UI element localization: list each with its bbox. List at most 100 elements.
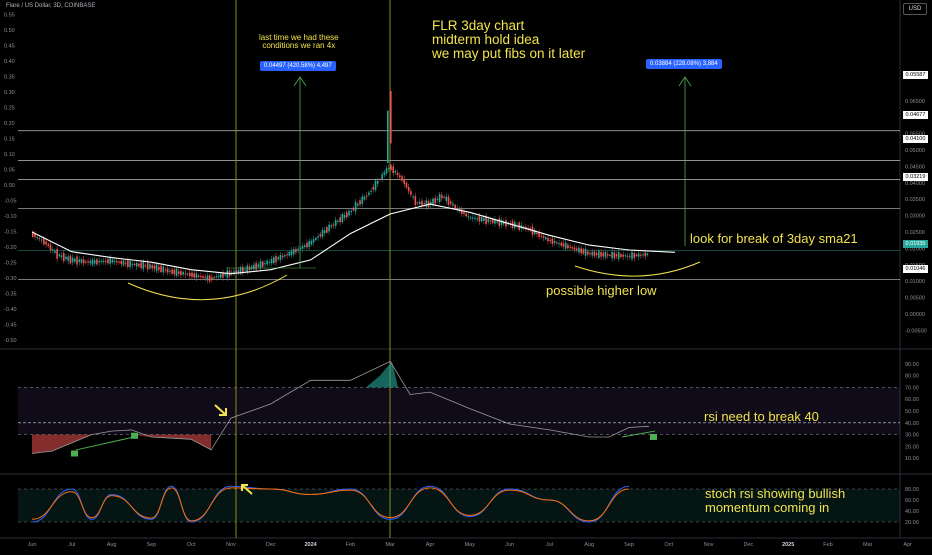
candle[interactable] xyxy=(644,252,647,257)
candle[interactable] xyxy=(120,261,123,264)
candle[interactable] xyxy=(317,236,319,238)
candle[interactable] xyxy=(609,254,611,256)
candle[interactable] xyxy=(348,210,350,216)
candle[interactable] xyxy=(303,245,306,248)
candle[interactable] xyxy=(326,226,328,233)
candle[interactable] xyxy=(173,269,176,275)
candle[interactable] xyxy=(432,198,434,206)
candle[interactable] xyxy=(593,251,596,257)
candle[interactable] xyxy=(483,218,485,221)
candle[interactable] xyxy=(416,202,419,204)
candle[interactable] xyxy=(591,251,594,256)
candle[interactable] xyxy=(485,215,487,225)
candle[interactable] xyxy=(231,272,233,274)
candle[interactable] xyxy=(233,271,235,274)
candle[interactable] xyxy=(78,259,81,263)
candle[interactable] xyxy=(319,234,322,237)
candle[interactable] xyxy=(467,216,470,218)
candle[interactable] xyxy=(480,217,483,222)
candle[interactable] xyxy=(502,221,505,225)
candle[interactable] xyxy=(71,257,74,263)
candle[interactable] xyxy=(575,248,578,251)
candle[interactable] xyxy=(60,255,63,257)
candle[interactable] xyxy=(339,217,341,223)
rsi-divergence-line[interactable] xyxy=(621,430,656,438)
candle[interactable] xyxy=(169,270,171,272)
candle[interactable] xyxy=(253,264,255,270)
candle[interactable] xyxy=(91,259,94,265)
candle[interactable] xyxy=(244,269,246,271)
candle[interactable] xyxy=(51,249,54,251)
rsi-divergence-line[interactable] xyxy=(75,436,135,451)
candle[interactable] xyxy=(589,253,591,255)
candle[interactable] xyxy=(32,231,34,237)
candle[interactable] xyxy=(160,265,162,272)
candle[interactable] xyxy=(538,232,540,237)
candle[interactable] xyxy=(527,228,529,230)
currency-button[interactable]: USD xyxy=(903,3,927,15)
candle[interactable] xyxy=(598,250,600,258)
candle[interactable] xyxy=(474,217,476,219)
rsi-bull-marker[interactable] xyxy=(131,432,138,439)
candle[interactable] xyxy=(584,248,587,256)
candle[interactable] xyxy=(138,263,140,267)
candle[interactable] xyxy=(549,239,551,242)
candle[interactable] xyxy=(102,260,105,262)
candle[interactable] xyxy=(155,264,158,272)
candle[interactable] xyxy=(222,272,224,278)
candle[interactable] xyxy=(34,234,36,238)
candle[interactable] xyxy=(275,256,277,263)
candle[interactable] xyxy=(573,247,576,250)
candle[interactable] xyxy=(54,250,56,253)
candle[interactable] xyxy=(401,176,403,181)
candle[interactable] xyxy=(547,237,549,242)
candle[interactable] xyxy=(399,175,401,178)
candle[interactable] xyxy=(36,237,39,239)
candle[interactable] xyxy=(259,261,262,269)
candle[interactable] xyxy=(268,261,271,263)
candle[interactable] xyxy=(452,203,454,206)
candle[interactable] xyxy=(82,259,85,264)
measure-tag-left[interactable]: 0.04497 (420.58%) 4,497 xyxy=(260,61,336,71)
candle[interactable] xyxy=(171,269,173,274)
candle[interactable] xyxy=(332,224,335,226)
candle[interactable] xyxy=(337,220,339,222)
candle[interactable] xyxy=(67,256,69,261)
candle[interactable] xyxy=(586,251,589,255)
candle[interactable] xyxy=(361,196,364,204)
candle[interactable] xyxy=(162,266,165,273)
candle[interactable] xyxy=(224,274,226,276)
candle[interactable] xyxy=(407,186,410,192)
candle[interactable] xyxy=(562,243,565,247)
candle[interactable] xyxy=(122,260,125,266)
candle[interactable] xyxy=(370,190,372,192)
candle[interactable] xyxy=(186,273,189,275)
candle[interactable] xyxy=(376,181,379,184)
candle[interactable] xyxy=(350,211,352,213)
candle[interactable] xyxy=(321,229,324,237)
candle[interactable] xyxy=(312,239,315,243)
candle[interactable] xyxy=(109,258,111,264)
candle[interactable] xyxy=(443,196,445,198)
candle[interactable] xyxy=(525,226,527,230)
candle[interactable] xyxy=(47,244,50,246)
candle[interactable] xyxy=(385,168,388,174)
rsi-line[interactable] xyxy=(31,360,649,454)
candle[interactable] xyxy=(560,242,563,246)
candle[interactable] xyxy=(569,246,571,248)
candle[interactable] xyxy=(175,268,178,276)
candle[interactable] xyxy=(622,254,624,257)
candle[interactable] xyxy=(558,243,560,245)
candle[interactable] xyxy=(153,265,156,270)
candle[interactable] xyxy=(365,195,368,197)
candle[interactable] xyxy=(381,174,383,179)
candle[interactable] xyxy=(372,186,375,190)
candle[interactable] xyxy=(449,201,452,204)
candle[interactable] xyxy=(180,270,182,276)
candle[interactable] xyxy=(184,273,187,275)
candle[interactable] xyxy=(98,260,100,263)
higher-low-arc-right[interactable] xyxy=(574,261,701,277)
candle[interactable] xyxy=(611,251,613,259)
candle[interactable] xyxy=(613,252,616,259)
candle[interactable] xyxy=(131,264,134,266)
